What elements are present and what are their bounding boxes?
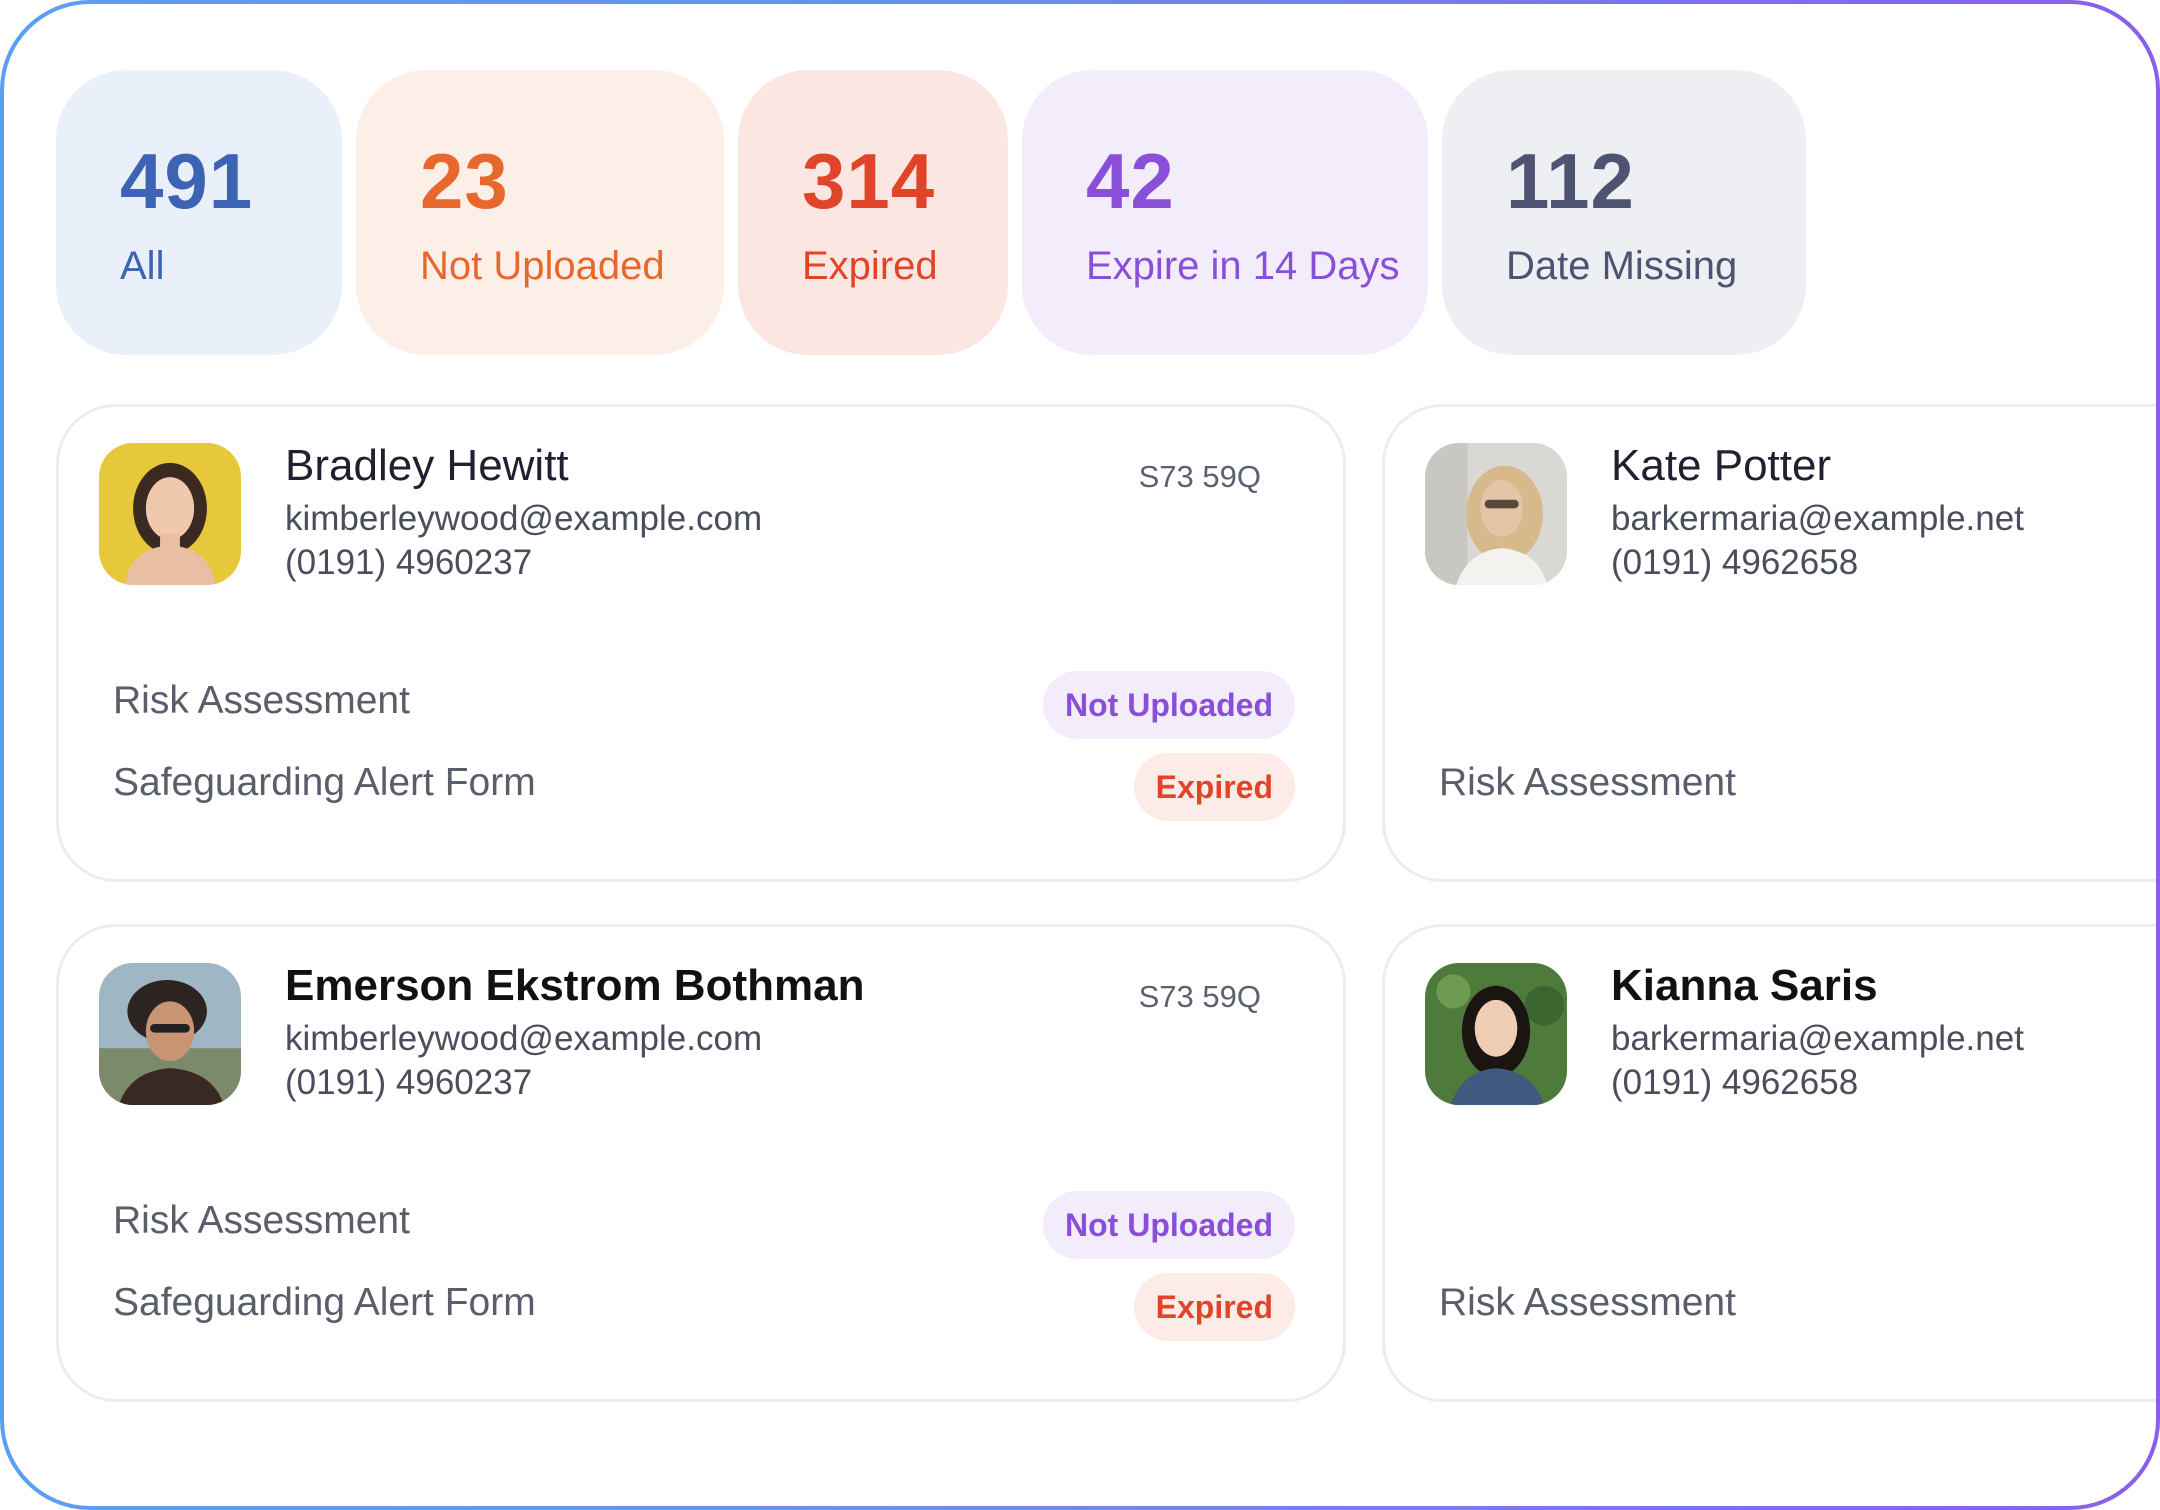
stat-count: 112 <box>1506 137 1635 225</box>
status-badge-expired[interactable]: Expired <box>1133 753 1295 821</box>
document-label: Risk Assessment <box>1439 761 1736 804</box>
person-card[interactable]: Kianna Saris barkermaria@example.net (01… <box>1382 924 2156 1402</box>
person-email: kimberleywood@example.com <box>285 499 763 538</box>
stat-label: Not Uploaded <box>420 244 665 288</box>
person-name: Bradley Hewitt <box>285 441 569 490</box>
stat-count: 314 <box>802 137 936 225</box>
avatar <box>99 963 241 1105</box>
stat-label: Expire in 14 Days <box>1086 244 1400 288</box>
avatar-photo-icon <box>1425 963 1567 1105</box>
document-label: Safeguarding Alert Form <box>113 1281 536 1324</box>
stat-count: 491 <box>120 137 254 225</box>
status-badge-not-uploaded[interactable]: Not Uploaded <box>1043 1191 1295 1259</box>
stat-tile-not-uploaded[interactable]: 23 Not Uploaded <box>356 70 724 355</box>
avatar <box>1425 963 1567 1105</box>
document-label: Risk Assessment <box>1439 1281 1736 1324</box>
person-email: barkermaria@example.net <box>1611 499 2024 538</box>
postcode: S73 59Q <box>1138 979 1261 1014</box>
stat-tile-expire-14-days[interactable]: 42 Expire in 14 Days <box>1022 70 1428 355</box>
avatar-photo-icon <box>99 963 241 1105</box>
document-label: Safeguarding Alert Form <box>113 761 536 804</box>
document-label: Risk Assessment <box>113 679 410 722</box>
person-name: Emerson Ekstrom Bothman <box>285 961 865 1010</box>
status-badge-expired[interactable]: Expired <box>1133 1273 1295 1341</box>
person-email: kimberleywood@example.com <box>285 1019 763 1058</box>
avatar <box>99 443 241 585</box>
dashboard: 491 All 23 Not Uploaded 314 Expired 42 E… <box>4 4 2156 1506</box>
avatar-photo-icon <box>1425 443 1567 585</box>
postcode: S73 59Q <box>1138 459 1261 494</box>
person-phone: (0191) 4962658 <box>1611 1063 1859 1102</box>
stat-tile-expired[interactable]: 314 Expired <box>738 70 1008 355</box>
stat-label: Expired <box>802 244 938 288</box>
person-phone: (0191) 4960237 <box>285 1063 533 1102</box>
stat-label: Date Missing <box>1506 244 1738 288</box>
stat-count: 42 <box>1086 137 1175 225</box>
person-name: Kianna Saris <box>1611 961 1878 1010</box>
person-card[interactable]: Kate Potter barkermaria@example.net (019… <box>1382 404 2156 882</box>
person-phone: (0191) 4962658 <box>1611 543 1859 582</box>
stat-label: All <box>120 244 165 288</box>
stat-tile-all[interactable]: 491 All <box>56 70 342 355</box>
person-email: barkermaria@example.net <box>1611 1019 2024 1058</box>
stat-tile-date-missing[interactable]: 112 Date Missing <box>1442 70 1806 355</box>
avatar <box>1425 443 1567 585</box>
document-label: Risk Assessment <box>113 1199 410 1242</box>
avatar-photo-icon <box>99 443 241 585</box>
person-card[interactable]: Emerson Ekstrom Bothman kimberleywood@ex… <box>56 924 1346 1402</box>
status-badge-not-uploaded[interactable]: Not Uploaded <box>1043 671 1295 739</box>
person-name: Kate Potter <box>1611 441 1832 490</box>
person-card[interactable]: Bradley Hewitt kimberleywood@example.com… <box>56 404 1346 882</box>
person-phone: (0191) 4960237 <box>285 543 533 582</box>
stat-count: 23 <box>420 137 509 225</box>
